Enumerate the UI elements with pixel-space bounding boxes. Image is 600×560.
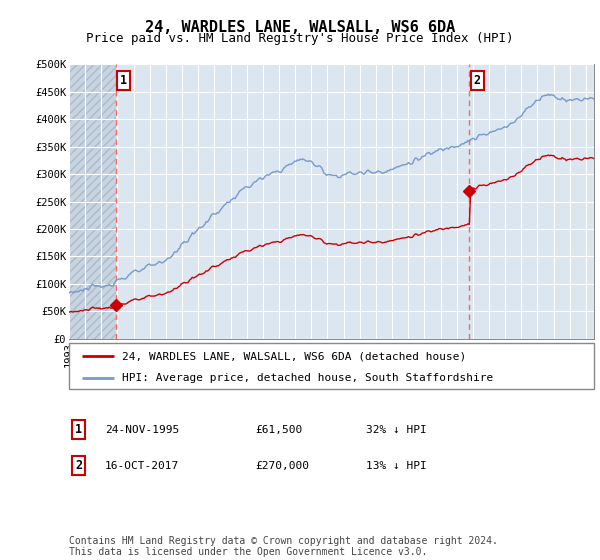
Text: 1: 1	[75, 423, 82, 436]
Text: 13% ↓ HPI: 13% ↓ HPI	[366, 461, 427, 471]
Text: 1: 1	[120, 74, 127, 87]
Text: 24, WARDLES LANE, WALSALL, WS6 6DA (detached house): 24, WARDLES LANE, WALSALL, WS6 6DA (deta…	[121, 351, 466, 361]
Text: £270,000: £270,000	[255, 461, 309, 471]
FancyBboxPatch shape	[69, 343, 594, 389]
Text: Price paid vs. HM Land Registry's House Price Index (HPI): Price paid vs. HM Land Registry's House …	[86, 32, 514, 45]
Text: 32% ↓ HPI: 32% ↓ HPI	[366, 424, 427, 435]
Text: 2: 2	[75, 459, 82, 473]
Text: HPI: Average price, detached house, South Staffordshire: HPI: Average price, detached house, Sout…	[121, 373, 493, 382]
Text: 16-OCT-2017: 16-OCT-2017	[105, 461, 179, 471]
Text: Contains HM Land Registry data © Crown copyright and database right 2024.
This d: Contains HM Land Registry data © Crown c…	[69, 535, 498, 557]
Text: 24-NOV-1995: 24-NOV-1995	[105, 424, 179, 435]
Text: 2: 2	[473, 74, 481, 87]
Text: £61,500: £61,500	[255, 424, 302, 435]
Text: 24, WARDLES LANE, WALSALL, WS6 6DA: 24, WARDLES LANE, WALSALL, WS6 6DA	[145, 20, 455, 35]
